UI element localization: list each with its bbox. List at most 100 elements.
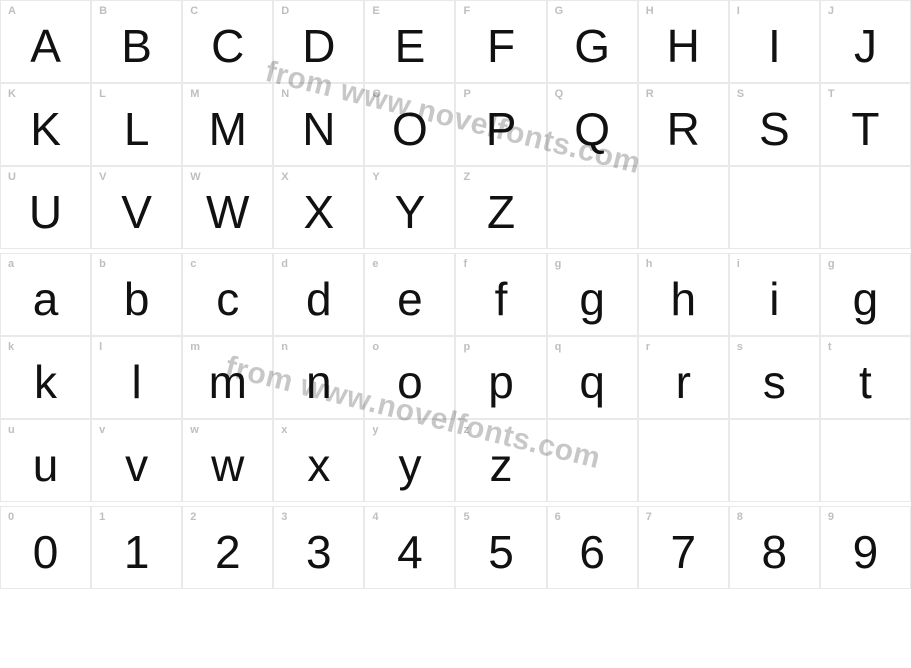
glyph-cell: PP [455,83,546,166]
glyph-char: q [579,359,605,405]
glyph-char: l [132,359,142,405]
glyph-key-label: v [99,424,105,436]
glyph-cell: tt [820,336,911,419]
glyph-key-label: H [646,5,654,17]
glyph-cell: QQ [547,83,638,166]
glyph-char: k [34,359,57,405]
glyph-key-label: t [828,341,832,353]
glyph-char: g [853,276,879,322]
glyph-char: Q [574,106,610,152]
glyph-key-label: q [555,341,562,353]
glyph-key-label: d [281,258,288,270]
glyph-key-label: 6 [555,511,561,523]
glyph-char: H [667,23,700,69]
glyph-key-label: Z [463,171,470,183]
glyph-char: t [859,359,872,405]
glyph-char: U [29,189,62,235]
glyph-key-label: 0 [8,511,14,523]
glyph-key-label: N [281,88,289,100]
glyph-key-label: o [372,341,379,353]
glyph-char: V [121,189,152,235]
glyph-key-label: G [555,5,564,17]
glyph-key-label: 9 [828,511,834,523]
glyph-char: D [302,23,335,69]
glyph-char: x [307,442,330,488]
glyph-char: h [670,276,696,322]
glyph-cell: ww [182,419,273,502]
glyph-key-label: J [828,5,834,17]
glyph-cell: 00 [0,506,91,589]
glyph-key-label: U [8,171,16,183]
glyph-cell: kk [0,336,91,419]
glyph-key-label: F [463,5,470,17]
glyph-cell: BB [91,0,182,83]
glyph-char: 8 [762,529,788,575]
glyph-char: J [854,23,877,69]
glyph-key-label: i [737,258,740,270]
glyph-char: g [579,276,605,322]
glyph-char: m [209,359,247,405]
glyph-key-label: x [281,424,287,436]
glyph-key-label: 4 [372,511,378,523]
glyph-char: T [851,106,879,152]
glyph-cell: gg [820,253,911,336]
glyph-char: i [769,276,779,322]
glyph-cell: 44 [364,506,455,589]
glyph-cell: pp [455,336,546,419]
glyph-key-label: P [463,88,470,100]
character-map: AABBCCDDEEFFGGHHIIJJKKLLMMNNOOPPQQRRSSTT… [0,0,911,589]
glyph-cell: xx [273,419,364,502]
glyph-cell: FF [455,0,546,83]
glyph-cell: UU [0,166,91,249]
glyph-cell: JJ [820,0,911,83]
glyph-cell-empty [638,419,729,502]
glyph-cell: OO [364,83,455,166]
glyph-cell: bb [91,253,182,336]
glyph-cell: KK [0,83,91,166]
glyph-key-label: f [463,258,467,270]
glyph-key-label: a [8,258,14,270]
glyph-cell: 33 [273,506,364,589]
glyph-key-label: L [99,88,106,100]
glyph-char: 4 [397,529,423,575]
glyph-key-label: 1 [99,511,105,523]
glyph-cell: ll [91,336,182,419]
glyph-char: w [211,442,244,488]
glyph-cell: ff [455,253,546,336]
glyph-cell-empty [638,166,729,249]
glyph-char: s [763,359,786,405]
glyph-cell: 55 [455,506,546,589]
glyph-cell: WW [182,166,273,249]
glyph-key-label: R [646,88,654,100]
glyph-key-label: l [99,341,102,353]
glyph-char: O [392,106,428,152]
glyph-cell: 77 [638,506,729,589]
glyph-cell: EE [364,0,455,83]
glyph-char: K [30,106,61,152]
glyph-char: c [216,276,239,322]
glyph-key-label: B [99,5,107,17]
glyph-char: 3 [306,529,332,575]
glyph-key-label: I [737,5,740,17]
glyph-cell: ss [729,336,820,419]
glyph-char: W [206,189,249,235]
glyph-char: G [574,23,610,69]
glyph-key-label: r [646,341,650,353]
glyph-cell: cc [182,253,273,336]
glyph-cell: XX [273,166,364,249]
glyph-cell: ee [364,253,455,336]
glyph-key-label: W [190,171,200,183]
glyph-block-upper: AABBCCDDEEFFGGHHIIJJKKLLMMNNOOPPQQRRSSTT… [0,0,911,249]
glyph-char: C [211,23,244,69]
glyph-cell: YY [364,166,455,249]
glyph-char: S [759,106,790,152]
glyph-char: Z [487,189,515,235]
glyph-cell: 11 [91,506,182,589]
glyph-cell: yy [364,419,455,502]
glyph-key-label: n [281,341,288,353]
glyph-cell: nn [273,336,364,419]
glyph-cell: 66 [547,506,638,589]
glyph-key-label: g [828,258,835,270]
glyph-cell: rr [638,336,729,419]
glyph-key-label: K [8,88,16,100]
